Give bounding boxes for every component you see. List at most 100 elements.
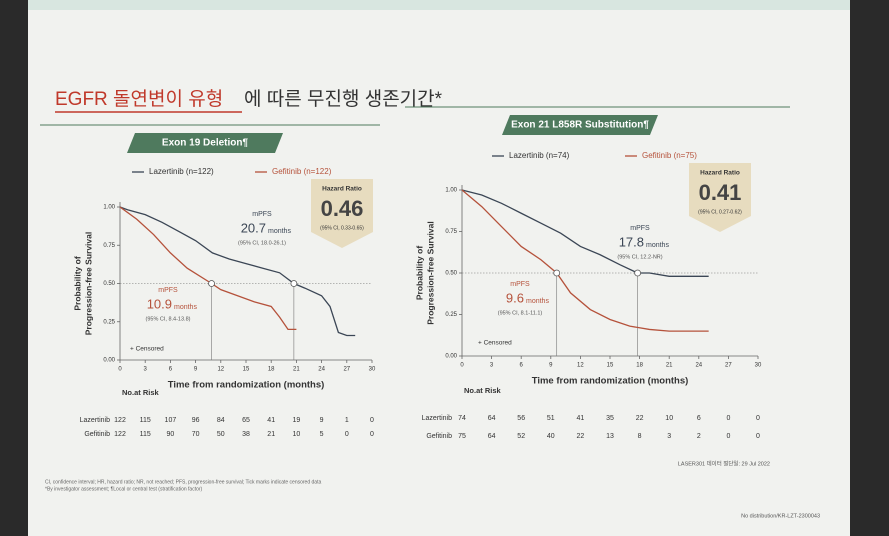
title-rest: 에 따른 무진행 생존기간* [244,88,443,110]
hazard-ratio-ci: (95% CI, 0.27-0.62) [698,209,742,215]
hazard-ratio-title: Hazard Ratio [322,186,362,193]
risk-count: 0 [370,431,374,438]
hazard-ratio-box [689,163,751,232]
subtitle: Exon 19 Deletion¶ [162,138,249,149]
median-unit: months [268,228,291,235]
cutoff-note: LASER301 데이터 절단일: 29 Jul 2022 [678,459,770,467]
risk-count: 0 [726,433,730,440]
median-ci: (95% CI, 12.2-NR) [617,254,662,260]
x-axis-label: Time from randomization (months) [168,380,325,391]
x-tick-label: 9 [549,363,553,369]
risk-count: 9 [320,417,324,424]
median-marker [290,280,298,287]
median-value: 9.6 [506,290,524,305]
risk-count: 64 [488,433,496,440]
x-tick-label: 0 [460,363,464,369]
y-tick-label: 0.75 [445,229,457,235]
risk-count: 64 [488,415,496,422]
survival-curve [119,206,297,331]
x-tick-label: 6 [520,363,524,369]
risk-count: 0 [345,431,349,438]
risk-count: 10 [293,431,301,438]
y-tick-label: 0.75 [103,243,115,249]
risk-count: 41 [577,415,585,422]
document-code: No distribution/KR-LZT-2300043 [741,513,820,519]
x-tick-label: 15 [607,363,614,369]
x-tick-label: 24 [318,367,325,373]
x-tick-label: 3 [490,363,494,369]
x-tick-label: 21 [666,363,673,369]
y-tick-label: 0.25 [103,319,115,325]
risk-row-label: Lazertinib [422,415,452,422]
y-tick-label: 0.50 [103,281,115,287]
risk-count: 56 [517,415,525,422]
median-ci: (95% CI, 18.0-26.1) [238,240,286,246]
y-tick-label: 1.00 [103,205,115,211]
risk-count: 5 [320,431,324,438]
x-axis-label: Time from randomization (months) [532,376,689,387]
legend-label: Lazertinib (n=122) [149,167,214,176]
mpfs-label: mPFS [252,211,272,218]
risk-count: 65 [242,417,250,424]
risk-count: 21 [267,431,275,438]
censored-note: + Censored [478,340,512,347]
median-marker [634,269,642,277]
y-axis-label: Probability of [414,246,424,300]
risk-count: 70 [192,431,200,438]
mpfs-label: mPFS [510,281,530,288]
survival-curve [119,206,356,337]
risk-count: 38 [242,431,250,438]
x-tick-label: 30 [369,367,376,373]
x-tick-label: 12 [217,367,224,373]
risk-count: 6 [697,415,701,422]
legend-label: Gefitinib (n=122) [272,167,332,176]
risk-count: 0 [726,415,730,422]
risk-count: 13 [606,433,614,440]
risk-count: 84 [217,417,225,424]
x-tick-label: 27 [725,363,732,369]
hazard-ratio-box [311,179,373,248]
risk-count: 90 [167,431,175,438]
survival-curve [461,189,709,332]
hazard-ratio-ci: (95% CI, 0.33-0.65) [320,225,364,231]
x-tick-label: 30 [755,363,762,369]
x-tick-label: 6 [169,367,173,373]
risk-count: 52 [517,433,525,440]
legend-label: Lazertinib (n=74) [509,151,570,160]
risk-count: 19 [293,417,301,424]
hazard-ratio-title: Hazard Ratio [700,170,740,177]
median-unit: months [174,304,197,311]
x-tick-label: 12 [577,363,584,369]
subtitle-banner [127,133,283,153]
subtitle: Exon 21 L858R Substitution¶ [511,120,649,131]
risk-count: 10 [665,415,673,422]
median-marker [208,280,215,287]
footnote: *By investigator assessment; ¶Local or c… [45,486,203,492]
x-tick-label: 15 [243,367,250,373]
median-value: 10.9 [147,296,172,311]
risk-count: 22 [636,415,644,422]
risk-count: 107 [165,417,177,424]
x-tick-label: 21 [293,367,300,373]
risk-count: 51 [547,415,555,422]
risk-count: 35 [606,415,614,422]
y-tick-label: 0.50 [445,271,457,277]
slide-background [28,0,850,536]
subtitle-banner [502,115,658,135]
mpfs-label: mPFS [630,225,650,232]
y-tick-label: 0.00 [445,354,457,360]
risk-count: 40 [547,433,555,440]
risk-row-label: Gefitinib [84,431,110,438]
median-value: 20.7 [241,220,266,235]
x-tick-label: 18 [268,367,275,373]
x-tick-label: 27 [343,367,350,373]
mpfs-label: mPFS [158,287,178,294]
median-ci: (95% CI, 8.4-13.8) [146,316,191,322]
risk-count: 115 [140,431,151,438]
censored-note: + Censored [130,346,164,353]
y-axis-label: Progression-free Survival [425,221,435,324]
y-tick-label: 0.25 [445,312,457,318]
median-unit: months [646,242,669,249]
risk-count: 1 [345,417,349,424]
